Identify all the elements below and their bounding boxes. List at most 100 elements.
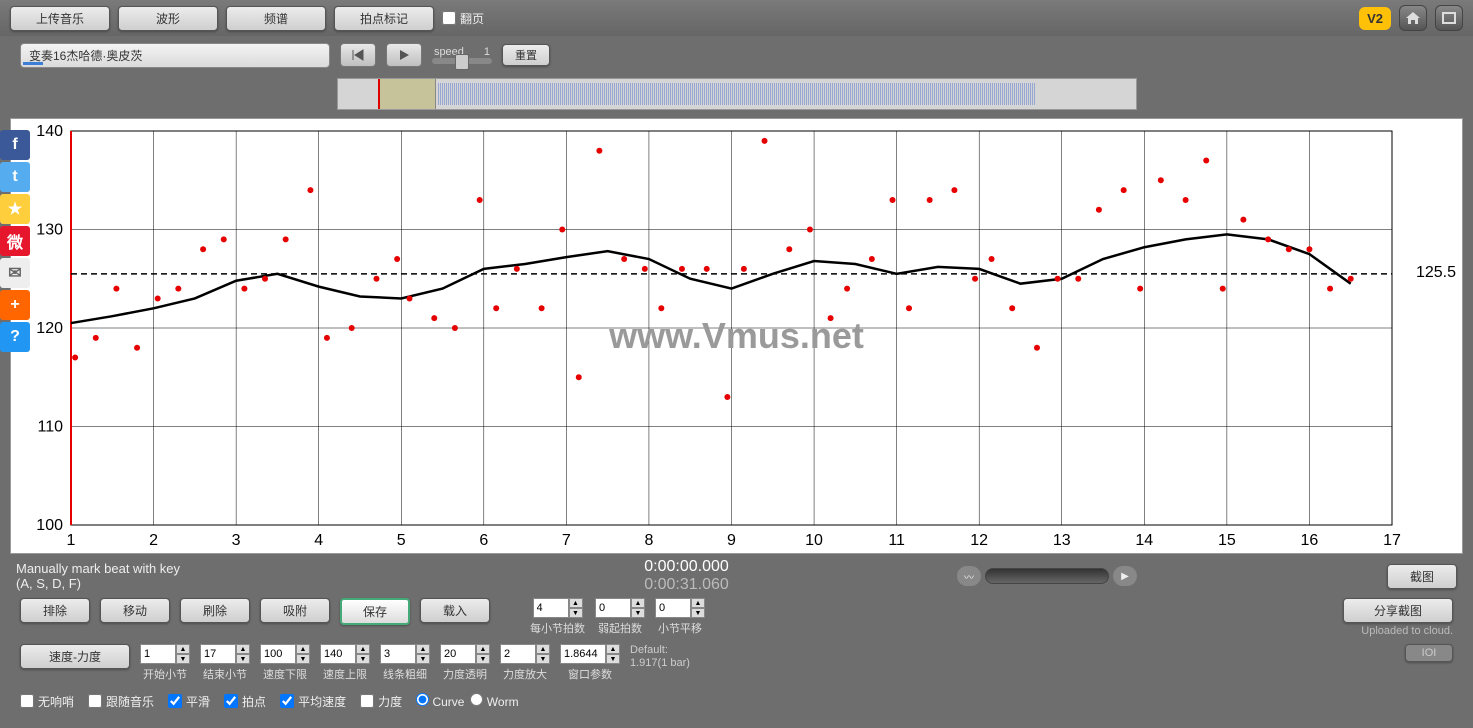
zoom-in-icon[interactable]: ▶ bbox=[1113, 566, 1137, 586]
speed-slider[interactable] bbox=[432, 58, 492, 64]
time-current: 0:00:00.000 bbox=[644, 558, 729, 576]
beatmark-button[interactable]: 拍点标记 bbox=[334, 6, 434, 31]
speed-dynamics-button[interactable]: 速度-力度 bbox=[20, 644, 130, 669]
svg-text:11: 11 bbox=[888, 532, 905, 549]
svg-text:12: 12 bbox=[970, 532, 988, 549]
flip-checkbox-input[interactable] bbox=[442, 11, 456, 25]
svg-text:15: 15 bbox=[1218, 532, 1236, 549]
svg-text:2: 2 bbox=[149, 532, 158, 549]
svg-text:7: 7 bbox=[562, 532, 571, 549]
prev-button[interactable] bbox=[340, 43, 376, 67]
social-share-strip: ft★微✉+? bbox=[0, 130, 30, 352]
weibo-share-icon[interactable]: 微 bbox=[0, 226, 30, 256]
help-share-icon[interactable]: ? bbox=[0, 322, 30, 352]
dyn-scale-input[interactable] bbox=[500, 644, 536, 664]
svg-text:9: 9 bbox=[727, 532, 736, 549]
waveform-overview[interactable] bbox=[337, 78, 1137, 110]
svg-text:130: 130 bbox=[36, 222, 63, 239]
follow-checkbox[interactable]: 跟随音乐 bbox=[88, 693, 154, 710]
top-toolbar: 上传音乐 波形 频谱 拍点标记 翻页 V2 bbox=[0, 0, 1473, 36]
bar-offset-input[interactable] bbox=[655, 598, 691, 618]
reset-button[interactable]: 重置 bbox=[502, 44, 550, 66]
bottom-checkbox-row: 无响哨 跟随音乐 平滑 拍点 平均速度 力度 Curve Worm bbox=[0, 686, 1473, 716]
delete-button[interactable]: 排除 bbox=[20, 598, 90, 623]
save-button[interactable]: 保存 bbox=[340, 598, 410, 625]
default-label: Default: bbox=[630, 644, 690, 657]
qzone-share-icon[interactable]: ★ bbox=[0, 194, 30, 224]
dyn-transp-input[interactable] bbox=[440, 644, 476, 664]
weak-beats-input[interactable] bbox=[595, 598, 631, 618]
svg-text:1: 1 bbox=[67, 532, 76, 549]
svg-text:100: 100 bbox=[36, 517, 63, 534]
svg-text:10: 10 bbox=[805, 532, 823, 549]
end-bar-input[interactable] bbox=[200, 644, 236, 664]
svg-text:120: 120 bbox=[36, 320, 63, 337]
beats-per-bar-group: ▲▼ 每小节拍数 bbox=[530, 598, 585, 636]
svg-text:14: 14 bbox=[1135, 532, 1153, 549]
brush-button[interactable]: 刷除 bbox=[180, 598, 250, 623]
default-value: 1.917(1 bar) bbox=[630, 657, 690, 670]
edit-controls-row: 排除 移动 刷除 吸附 保存 载入 ▲▼ 每小节拍数 ▲▼ 弱起拍数 ▲▼ 小节… bbox=[0, 594, 1473, 640]
fullscreen-icon[interactable] bbox=[1435, 5, 1463, 31]
line-thick-input[interactable] bbox=[380, 644, 416, 664]
beats-checkbox[interactable]: 拍点 bbox=[224, 693, 266, 710]
window-input[interactable] bbox=[560, 644, 606, 664]
speed-max-input[interactable] bbox=[320, 644, 356, 664]
zoom-slider[interactable]: 〰 ▶ bbox=[957, 565, 1137, 587]
svg-text:17: 17 bbox=[1383, 532, 1401, 549]
mail-share-icon[interactable]: ✉ bbox=[0, 258, 30, 288]
move-button[interactable]: 移动 bbox=[100, 598, 170, 623]
weak-beats-label: 弱起拍数 bbox=[598, 620, 642, 636]
display-mode-radios: Curve Worm bbox=[416, 693, 518, 709]
home-icon[interactable] bbox=[1399, 5, 1427, 31]
speed-min-input[interactable] bbox=[260, 644, 296, 664]
svg-text:13: 13 bbox=[1053, 532, 1071, 549]
load-button[interactable]: 载入 bbox=[420, 598, 490, 623]
share-screenshot-button[interactable]: 分享截图 bbox=[1343, 598, 1453, 623]
svg-text:110: 110 bbox=[37, 419, 63, 436]
track-title[interactable]: 变奏16杰哈德·奥皮茨 bbox=[20, 43, 330, 68]
screenshot-button[interactable]: 截图 bbox=[1387, 564, 1457, 589]
beats-per-bar-label: 每小节拍数 bbox=[530, 620, 585, 636]
beats-per-bar-input[interactable] bbox=[533, 598, 569, 618]
worm-radio[interactable] bbox=[470, 693, 483, 706]
play-button[interactable] bbox=[386, 43, 422, 67]
zoom-out-icon[interactable]: 〰 bbox=[957, 566, 981, 586]
weak-beats-group: ▲▼ 弱起拍数 bbox=[595, 598, 645, 636]
speed-value: 1 bbox=[484, 46, 490, 58]
add-share-icon[interactable]: + bbox=[0, 290, 30, 320]
chart-svg: 1234567891011121314151617100110120130140 bbox=[11, 119, 1462, 553]
parameter-row: 速度-力度 ▲▼开始小节 ▲▼结束小节 ▲▼速度下限 ▲▼速度上限 ▲▼线条粗细… bbox=[0, 640, 1473, 686]
time-total: 0:00:31.060 bbox=[644, 576, 729, 594]
hint-line1: Manually mark beat with key bbox=[16, 561, 416, 576]
twitter-share-icon[interactable]: t bbox=[0, 162, 30, 192]
bar-offset-label: 小节平移 bbox=[658, 620, 702, 636]
v2-badge: V2 bbox=[1359, 7, 1391, 30]
ioi-button[interactable]: IOI bbox=[1405, 644, 1453, 662]
uploaded-status: Uploaded to cloud. bbox=[1361, 625, 1453, 637]
svg-text:5: 5 bbox=[397, 532, 406, 549]
metronome-checkbox[interactable]: 无响哨 bbox=[20, 693, 74, 710]
svg-text:3: 3 bbox=[232, 532, 241, 549]
upload-music-button[interactable]: 上传音乐 bbox=[10, 6, 110, 31]
dynamics-checkbox[interactable]: 力度 bbox=[360, 693, 402, 710]
svg-text:8: 8 bbox=[644, 532, 653, 549]
start-bar-input[interactable] bbox=[140, 644, 176, 664]
avgspeed-checkbox[interactable]: 平均速度 bbox=[280, 693, 346, 710]
waveform-audio bbox=[438, 83, 1036, 105]
bar-offset-group: ▲▼ 小节平移 bbox=[655, 598, 705, 636]
facebook-share-icon[interactable]: f bbox=[0, 130, 30, 160]
snap-button[interactable]: 吸附 bbox=[260, 598, 330, 623]
flip-label: 翻页 bbox=[460, 10, 484, 27]
spectrum-button[interactable]: 频谱 bbox=[226, 6, 326, 31]
smooth-checkbox[interactable]: 平滑 bbox=[168, 693, 210, 710]
svg-text:6: 6 bbox=[479, 532, 488, 549]
waveform-selection[interactable] bbox=[378, 79, 436, 109]
status-row: Manually mark beat with key (A, S, D, F)… bbox=[0, 558, 1473, 594]
tempo-chart[interactable]: 1234567891011121314151617100110120130140… bbox=[10, 118, 1463, 554]
flip-checkbox[interactable]: 翻页 bbox=[442, 10, 484, 27]
curve-radio[interactable] bbox=[416, 693, 429, 706]
svg-text:16: 16 bbox=[1301, 532, 1319, 549]
waveform-button[interactable]: 波形 bbox=[118, 6, 218, 31]
mean-line-label: 125.5 bbox=[1416, 264, 1456, 282]
